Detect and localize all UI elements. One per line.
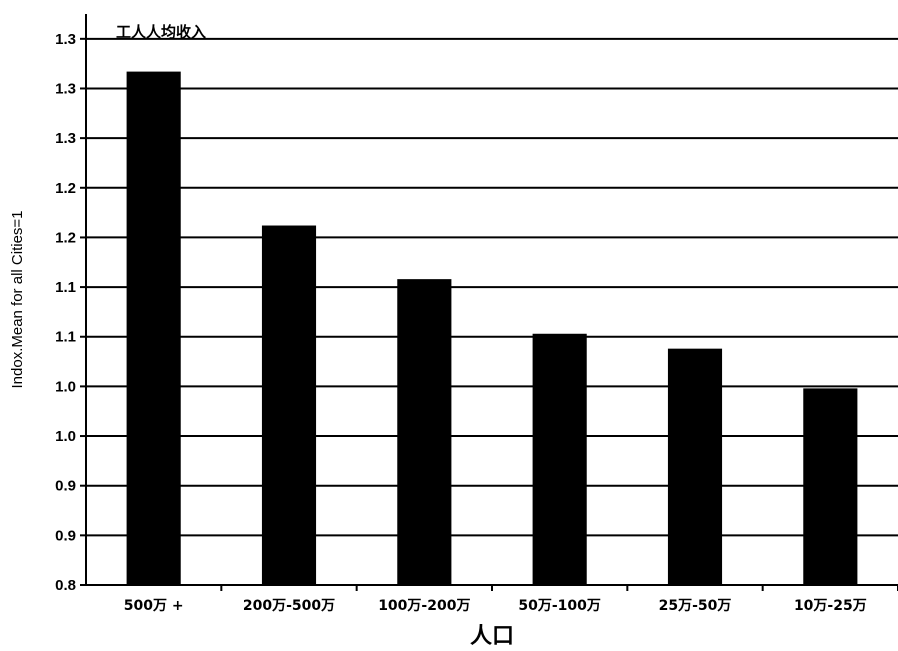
y-tick-label: 1.2 [55, 229, 76, 246]
x-axis-title: 人口 [470, 624, 514, 649]
x-tick-label: 25万-50万 [659, 598, 732, 614]
y-tick-label: 1.3 [55, 31, 76, 48]
x-tick-label: 10万-25万 [794, 598, 867, 614]
y-tick-label: 1.2 [55, 180, 76, 197]
bar [126, 71, 181, 586]
y-axis-ticks: 0.8 0.9 0.9 1.0 1.0 1.1 1.1 1.2 1.2 1.3 1.3 1.3 [55, 31, 86, 594]
chart-annotation: 工人人均收入 [116, 23, 206, 41]
bars [126, 71, 858, 586]
y-tick-label: 1.0 [55, 378, 76, 395]
y-tick-label: 1.3 [55, 80, 76, 97]
bar [397, 279, 452, 585]
y-tick-label: 1.1 [55, 279, 76, 296]
x-tick-label: 50万-100万 [518, 598, 601, 614]
y-tick-label: 1.0 [55, 428, 76, 445]
x-axis-ticks: 500万 + 200万-500万 100万-200万 50万-100万 25万-50万 1… [124, 585, 898, 614]
y-tick-label: 0.8 [55, 577, 76, 594]
y-axis-title: Indox.Mean for all Cities=1 [9, 210, 26, 388]
x-tick-label: 100万-200万 [378, 598, 470, 614]
x-tick-label: 500万 + [124, 598, 184, 614]
y-tick-label: 1.3 [55, 130, 76, 147]
bar [532, 333, 587, 585]
bar [261, 225, 317, 586]
y-tick-label: 0.9 [55, 478, 76, 495]
bar [803, 388, 858, 585]
bar [667, 348, 723, 585]
y-tick-label: 0.9 [55, 527, 76, 544]
gridlines [86, 37, 898, 537]
y-tick-label: 1.1 [55, 329, 76, 346]
x-tick-label: 200万-500万 [243, 598, 335, 614]
